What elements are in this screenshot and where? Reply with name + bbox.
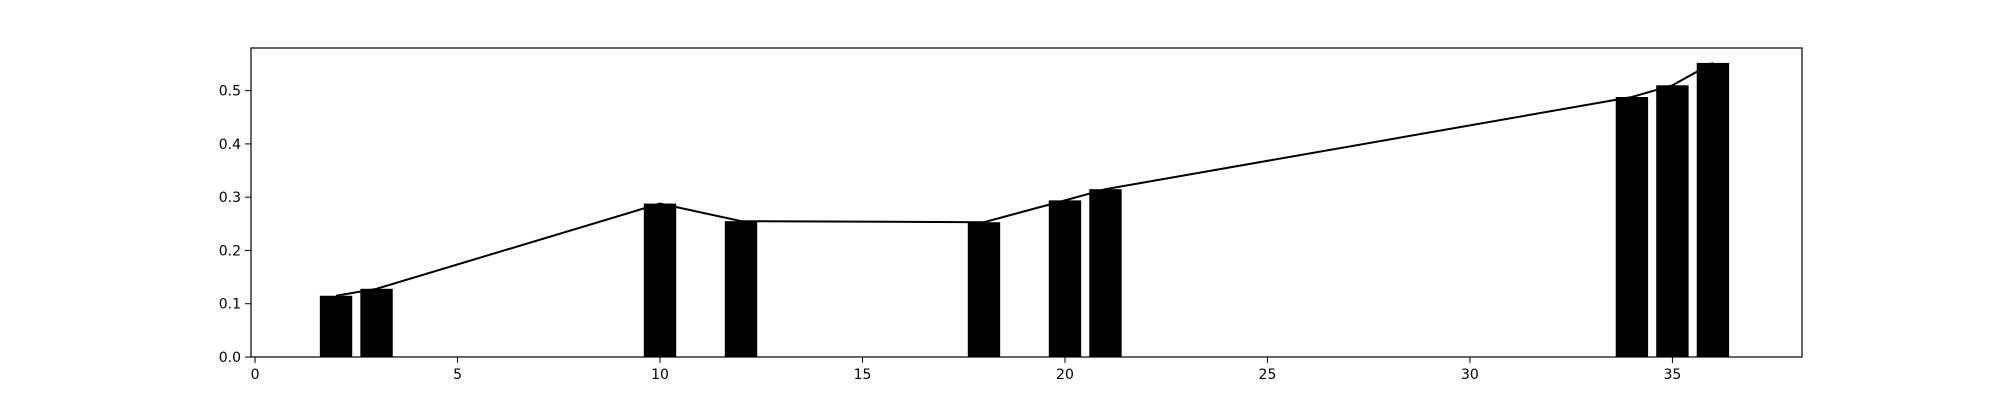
y-tick-label: 0.1 [219, 297, 241, 313]
bar-12 [724, 221, 758, 357]
line-layer [335, 62, 1714, 297]
plot-frame [250, 47, 1803, 358]
y-tick-label: 0.5 [219, 84, 241, 100]
bar-18 [967, 222, 1001, 357]
bars-layer [319, 62, 1730, 358]
bar-20 [1048, 200, 1082, 357]
x-tick-label: 20 [1056, 367, 1074, 383]
bar-34 [1615, 97, 1649, 357]
bar-21 [1089, 189, 1122, 357]
y-tick-label: 0.3 [219, 190, 241, 206]
y-tick-label: 0.0 [219, 350, 241, 366]
bar-36 [1696, 62, 1730, 358]
x-tick-label: 0 [251, 367, 260, 383]
x-tick-label: 25 [1259, 367, 1277, 383]
x-tick-label: 10 [651, 367, 669, 383]
bar-35 [1656, 85, 1689, 358]
x-tick-label: 30 [1461, 367, 1479, 383]
x-tick-label: 15 [854, 367, 872, 383]
y-tick-label: 0.2 [219, 243, 241, 259]
y-tick-label: 0.4 [219, 137, 241, 153]
axes-layer: 0 5 10 15 20 25 30 35 0.0 0.1 0.2 0.3 0.4 0.5 [219, 47, 1803, 383]
x-tick-label: 5 [453, 367, 462, 383]
trend-line [335, 62, 1714, 297]
bar-2 [319, 295, 353, 357]
bar-3 [360, 288, 393, 357]
x-tick-label: 35 [1663, 367, 1681, 383]
bar-10 [643, 203, 677, 357]
